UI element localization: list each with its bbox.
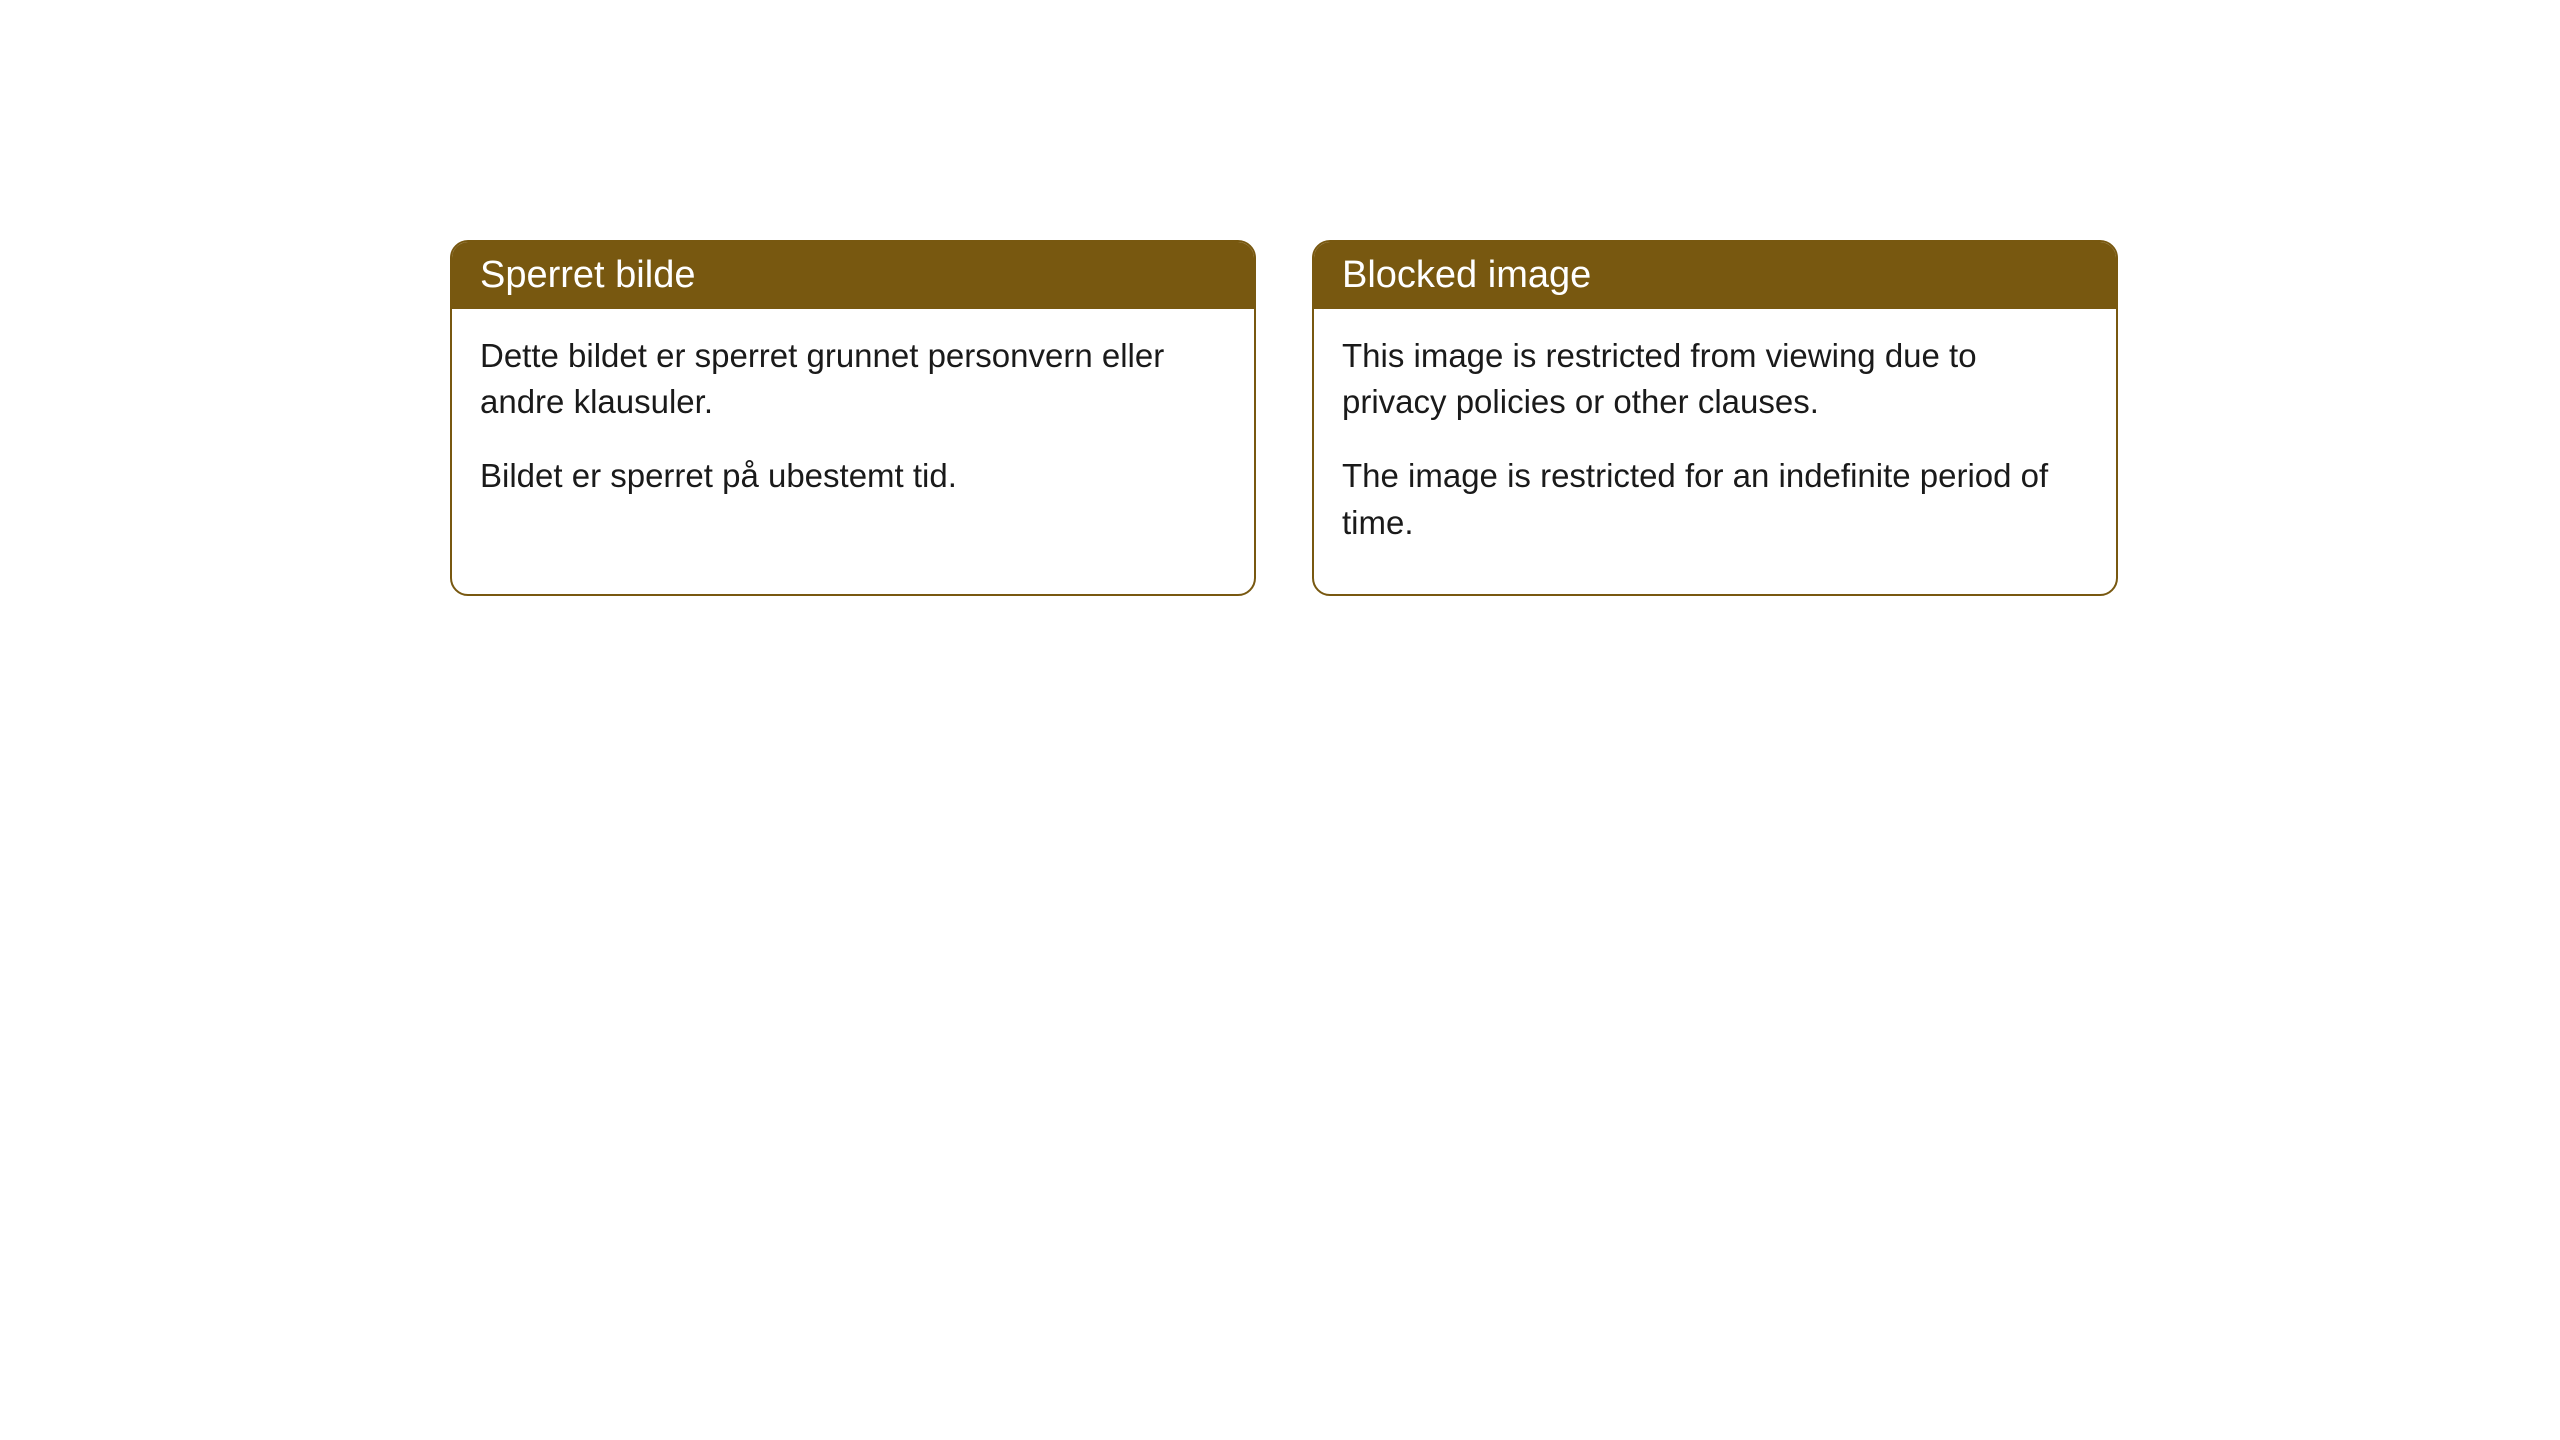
card-header: Blocked image — [1314, 242, 2116, 309]
card-body: This image is restricted from viewing du… — [1314, 309, 2116, 594]
card-title: Sperret bilde — [480, 254, 695, 296]
card-header: Sperret bilde — [452, 242, 1254, 309]
card-paragraph: The image is restricted for an indefinit… — [1342, 453, 2088, 545]
card-paragraph: This image is restricted from viewing du… — [1342, 333, 2088, 425]
card-title: Blocked image — [1342, 254, 1591, 296]
blocked-image-card-norwegian: Sperret bilde Dette bildet er sperret gr… — [450, 240, 1256, 596]
card-paragraph: Dette bildet er sperret grunnet personve… — [480, 333, 1226, 425]
card-body: Dette bildet er sperret grunnet personve… — [452, 309, 1254, 548]
card-paragraph: Bildet er sperret på ubestemt tid. — [480, 453, 1226, 499]
notice-cards-container: Sperret bilde Dette bildet er sperret gr… — [450, 240, 2118, 596]
blocked-image-card-english: Blocked image This image is restricted f… — [1312, 240, 2118, 596]
